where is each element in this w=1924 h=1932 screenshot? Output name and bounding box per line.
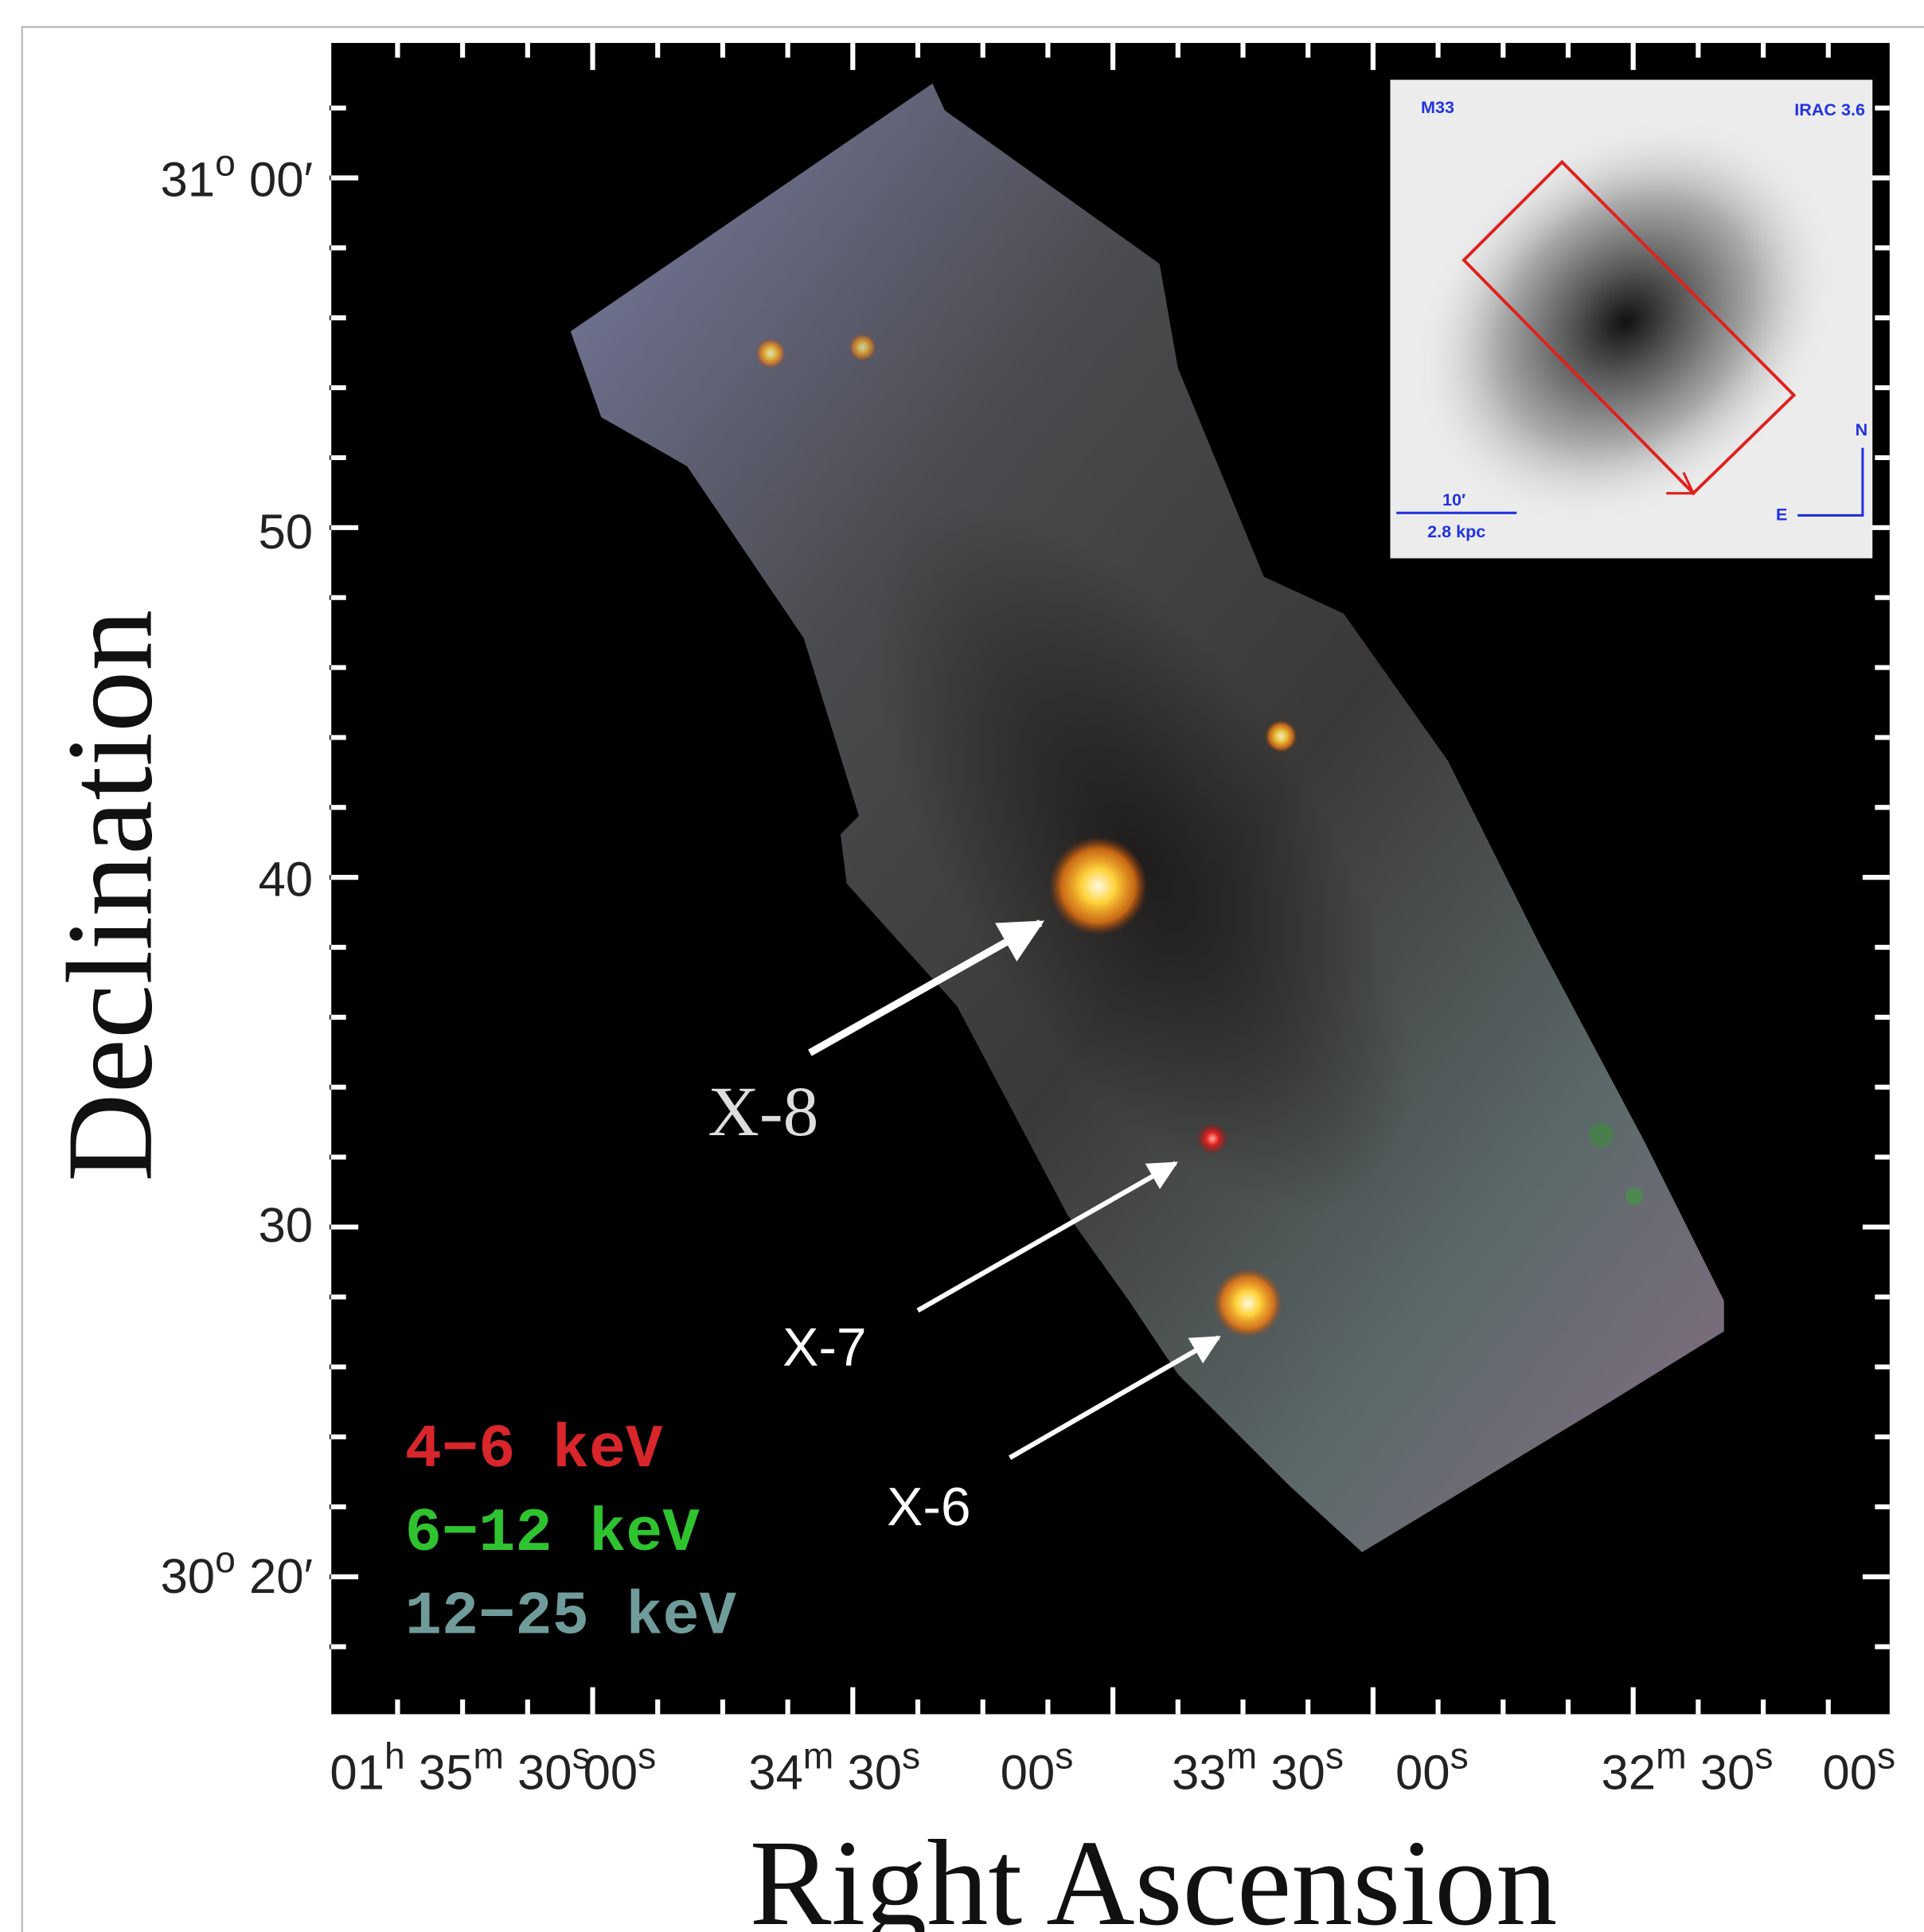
tick-label-part: 35	[405, 1745, 474, 1800]
tick-label-part: 01	[330, 1745, 384, 1800]
tick-label-sup: s	[638, 1735, 656, 1776]
source	[1265, 720, 1297, 752]
annotation: X-6	[887, 1477, 971, 1537]
tick-label-sup: m	[1656, 1735, 1687, 1776]
tick-label-part: 30	[1687, 1745, 1755, 1800]
inset-label: N	[1856, 420, 1868, 439]
tick-label-part: 30	[504, 1745, 572, 1800]
tick-label-sup: m	[803, 1735, 834, 1776]
tick-label-sup: o	[215, 1539, 236, 1580]
inset-label: 10′	[1442, 490, 1465, 509]
tick-label-sup: s	[1325, 1735, 1344, 1776]
tick-label-sup: s	[1055, 1735, 1073, 1776]
tick-label-sup: m	[473, 1735, 504, 1776]
tick-label-part: 00′	[236, 153, 313, 208]
inset-label: IRAC 3.6	[1794, 100, 1865, 119]
tick-label-sup: s	[902, 1735, 920, 1776]
source	[756, 338, 786, 368]
tick-label-part: 00	[1395, 1745, 1450, 1800]
figure: X-8 X-7 X-6 4−6 keV 6−12 keV 12−25 keV M33…	[0, 0, 1924, 1932]
tick-label: 01h 35m 30s	[330, 1735, 590, 1800]
tick-label-part: 40	[258, 852, 313, 907]
tick-label: 30o 20′	[161, 1539, 314, 1604]
inset-label: M33	[1421, 97, 1454, 117]
source	[1589, 1122, 1614, 1147]
inset: M33 IRAC 3.6 10′ 2.8 kpc N E	[1329, 30, 1922, 612]
source-x7	[1196, 1122, 1228, 1154]
tick-label: 32m 30s	[1602, 1735, 1774, 1800]
tick-label-part: 00	[583, 1745, 638, 1800]
tick-label: 31o 00′	[161, 142, 314, 208]
inset-label: 2.8 kpc	[1427, 521, 1485, 541]
tick-label: 33m 30s	[1172, 1735, 1344, 1800]
tick-label-part: 33	[1172, 1745, 1227, 1800]
tick-label-sup: h	[384, 1735, 405, 1776]
tick-label-part: 30	[833, 1745, 902, 1800]
annotation: X-7	[782, 1318, 867, 1378]
tick-label: 50	[258, 505, 313, 560]
tick-label-sup: s	[1450, 1735, 1469, 1776]
tick-label-part: 32	[1602, 1745, 1657, 1800]
x-axis-label: Right Ascension	[750, 1816, 1558, 1932]
source-x8	[1049, 837, 1147, 935]
tick-label: 34m 30s	[748, 1735, 920, 1800]
tick-label-part: 50	[258, 505, 313, 560]
inset-label: E	[1776, 505, 1787, 525]
source	[849, 334, 876, 361]
tick-label-part: 00	[1822, 1745, 1877, 1800]
tick-label-part: 00	[1001, 1745, 1056, 1800]
source	[1625, 1188, 1643, 1205]
tick-label-sup: s	[1877, 1735, 1895, 1776]
tick-label-part: 34	[748, 1745, 803, 1800]
tick-label-part: 31	[161, 153, 216, 208]
tick-label-part: 20′	[236, 1549, 313, 1604]
legend-entry: 12−25 keV	[405, 1583, 737, 1653]
y-axis-label: Declination	[43, 610, 178, 1182]
tick-label-sup: m	[1227, 1735, 1258, 1776]
tick-label-sup: s	[1754, 1735, 1773, 1776]
tick-label-part: 30	[258, 1198, 313, 1253]
tick-label-sup: o	[215, 142, 236, 184]
tick-label: 30	[258, 1198, 313, 1253]
legend-entry: 4−6 keV	[405, 1416, 663, 1485]
annotation: X-8	[708, 1072, 818, 1151]
tick-label: 40	[258, 852, 313, 907]
page: {"figure": { "y_axis_label": "Declinatio…	[0, 0, 1924, 1932]
tick-label-part: 30	[161, 1549, 216, 1604]
legend-entry: 6−12 keV	[405, 1500, 701, 1569]
tick-label-part: 30	[1257, 1745, 1325, 1800]
source-x6	[1213, 1269, 1282, 1337]
